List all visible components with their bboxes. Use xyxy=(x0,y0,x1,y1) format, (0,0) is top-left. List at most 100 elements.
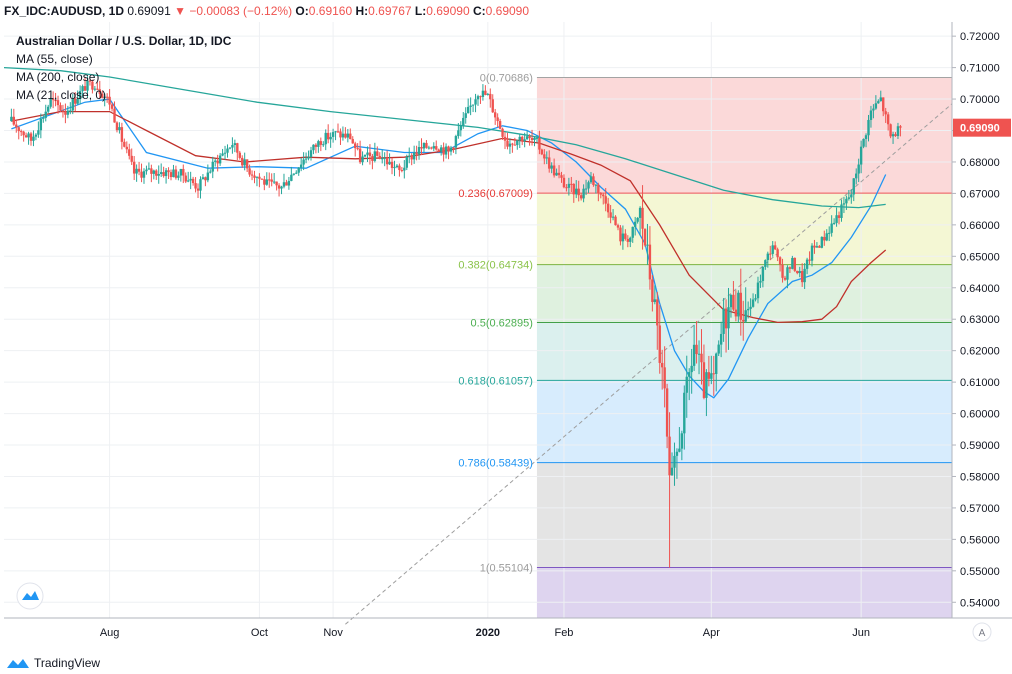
candle-body xyxy=(589,176,593,183)
candle-body xyxy=(309,150,313,157)
candle-body xyxy=(245,159,249,169)
candle-body xyxy=(329,136,332,140)
legend-ma55[interactable]: MA (55, close) xyxy=(16,52,93,66)
candle-body xyxy=(91,81,94,90)
candle-body xyxy=(334,131,337,133)
candle-body xyxy=(110,104,114,109)
candle-body xyxy=(570,183,573,185)
ma-line[interactable] xyxy=(11,98,887,399)
candle-body xyxy=(71,98,74,111)
candle-body xyxy=(346,133,350,138)
candle-body xyxy=(619,227,622,242)
candle-body xyxy=(385,157,389,165)
candle-body xyxy=(405,156,408,168)
candle-body xyxy=(769,253,772,255)
candle-body xyxy=(660,362,664,368)
y-tick-label: 0.63000 xyxy=(960,314,1000,326)
candle-body xyxy=(400,170,404,172)
candle-body xyxy=(756,282,760,299)
candle-body xyxy=(486,93,490,95)
price-chart[interactable]: 0.720000.710000.700000.690000.680000.670… xyxy=(3,22,1012,648)
candle-body xyxy=(167,170,170,173)
candle-body xyxy=(201,177,205,180)
candle-body xyxy=(29,133,33,141)
candle-body xyxy=(624,233,627,239)
candle-body xyxy=(223,152,227,154)
candle-body xyxy=(781,264,784,278)
candle-body xyxy=(643,228,647,246)
candle-body xyxy=(356,148,359,150)
legend-ma200[interactable]: MA (200, close) xyxy=(16,70,100,84)
y-tick-label: 0.67000 xyxy=(960,188,1000,200)
candle-body xyxy=(17,127,20,132)
y-tick-label: 0.64000 xyxy=(960,283,1000,295)
low-value: 0.69090 xyxy=(426,4,470,18)
candle-body xyxy=(255,176,259,178)
candle-body xyxy=(798,271,801,274)
candle-body xyxy=(882,97,885,112)
auto-scale-label[interactable]: A xyxy=(979,628,986,639)
candle-body xyxy=(226,148,229,153)
candle-body xyxy=(140,171,143,178)
candle-body xyxy=(368,152,372,157)
candle-body xyxy=(808,259,811,261)
candle-body xyxy=(582,188,585,199)
candle-body xyxy=(258,176,261,179)
candle-body xyxy=(751,299,755,307)
candle-body xyxy=(884,111,887,115)
candle-body xyxy=(64,111,67,115)
candle-body xyxy=(196,188,200,191)
candle-body xyxy=(393,167,396,169)
candle-body xyxy=(265,179,268,185)
candle-body xyxy=(86,80,89,91)
candle-body xyxy=(128,149,131,156)
candle-body xyxy=(835,215,838,223)
fib-label-0: 0(0.70686) xyxy=(480,72,533,84)
ma-line[interactable] xyxy=(11,110,887,324)
y-tick-label: 0.58000 xyxy=(960,471,1000,483)
legend-title[interactable]: Australian Dollar / U.S. Dollar, 1D, IDC xyxy=(16,34,232,48)
candle-body xyxy=(521,136,524,142)
x-tick-label: Feb xyxy=(554,627,573,639)
candle-body xyxy=(260,178,264,180)
candle-body xyxy=(272,181,276,183)
candle-body xyxy=(317,141,320,147)
x-tick-label: Apr xyxy=(703,627,720,639)
candle-body xyxy=(319,141,323,145)
candle-body xyxy=(825,233,828,241)
candle-body xyxy=(93,88,97,90)
candle-body xyxy=(850,194,853,198)
candle-body xyxy=(182,168,185,176)
candle-body xyxy=(626,238,630,242)
candle-body xyxy=(238,152,241,158)
candle-body xyxy=(378,155,381,159)
candle-body xyxy=(452,147,455,149)
candle-body xyxy=(204,177,207,181)
candle-body xyxy=(425,142,428,148)
candle-body xyxy=(633,221,637,227)
symbol-label[interactable]: FX_IDC:AUDUSD, 1D xyxy=(4,4,125,18)
candle-body xyxy=(646,244,649,246)
fib-zone-0.618 xyxy=(536,380,952,463)
candle-body xyxy=(474,99,477,105)
legend-ma21[interactable]: MA (21, close, 0) xyxy=(16,88,107,102)
candle-body xyxy=(37,130,40,135)
candle-body xyxy=(516,140,519,146)
candle-body xyxy=(137,168,141,172)
candle-body xyxy=(675,451,679,456)
candle-body xyxy=(533,137,536,141)
chart-container[interactable]: 0.720000.710000.700000.690000.680000.670… xyxy=(3,22,1012,648)
candle-body xyxy=(813,245,816,248)
candle-body xyxy=(609,212,612,218)
candle-body xyxy=(683,392,686,434)
footer-branding[interactable]: TradingView xyxy=(6,652,100,674)
high-label: H: xyxy=(355,4,369,18)
candle-body xyxy=(430,147,433,149)
candle-body xyxy=(837,215,841,218)
fib-label-0.5: 0.5(0.62895) xyxy=(471,318,533,330)
candle-body xyxy=(236,143,239,153)
candle-body xyxy=(722,308,725,334)
auto-scale-button[interactable] xyxy=(972,622,992,642)
candle-body xyxy=(49,98,52,107)
candle-body xyxy=(228,147,232,149)
